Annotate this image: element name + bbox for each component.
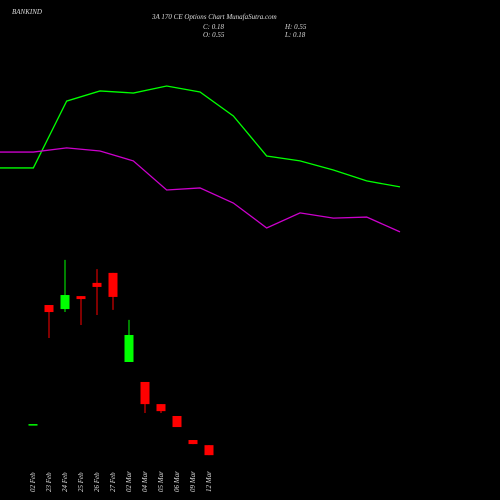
low-label: L: 0.18 <box>284 31 306 39</box>
symbol: BANKIND <box>12 8 42 16</box>
line-series <box>0 147 401 233</box>
x-tick-label: 06 Mar <box>173 471 181 492</box>
candle-body <box>76 296 86 300</box>
line-series <box>0 85 401 188</box>
x-tick-label: 09 Mar <box>189 471 197 492</box>
x-tick-label: 05 Mar <box>157 471 165 492</box>
candle-body <box>156 404 166 412</box>
x-tick-label: 25 Feb <box>77 472 85 492</box>
x-tick-label: 12 Mar <box>205 471 213 492</box>
high-label: H: 0.55 <box>284 23 307 31</box>
candle-body <box>28 424 38 426</box>
open-label: O: 0.55 <box>203 31 225 39</box>
candle-body <box>124 334 134 362</box>
x-tick-label: 23 Feb <box>45 472 53 492</box>
x-tick-label: 02 Mar <box>125 471 133 492</box>
x-tick-label: 24 Feb <box>61 472 69 492</box>
candle-body <box>188 440 198 445</box>
chart-title: 3A 170 CE Options Chart MunafaSutra.com <box>151 13 277 21</box>
x-tick-label: 04 Mar <box>141 471 149 492</box>
x-tick-label: 02 Feb <box>29 472 37 492</box>
candle-body <box>108 272 118 297</box>
candle-body <box>172 415 182 428</box>
candle-body <box>60 295 70 310</box>
candle-body <box>44 305 54 313</box>
x-tick-label: 26 Feb <box>93 472 101 492</box>
close-label: C: 0.18 <box>203 23 225 31</box>
candle-body <box>204 445 214 456</box>
x-tick-label: 27 Feb <box>109 472 117 492</box>
candle-body <box>140 381 150 405</box>
candle-body <box>92 282 102 287</box>
